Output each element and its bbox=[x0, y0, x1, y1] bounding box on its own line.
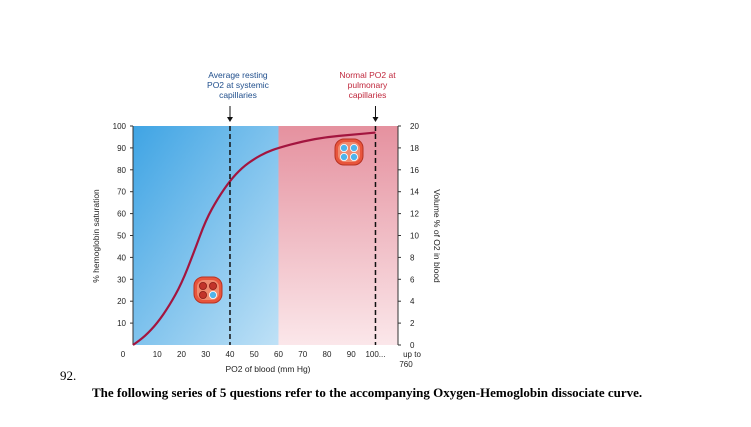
y2-tick-label: 20 bbox=[410, 122, 419, 131]
saturation-curve bbox=[132, 131, 376, 346]
marker-label: capillaries bbox=[349, 90, 387, 100]
y-tick-label: 90 bbox=[117, 144, 126, 153]
axes: 10 20 30 40 50 60 70 80 90 100 0 2 4 6 8 10 12 14 16 18 20 0 1… bbox=[113, 122, 422, 369]
y2-tick-label: 8 bbox=[410, 253, 415, 262]
y2-tick-label: 16 bbox=[410, 166, 419, 175]
y-tick-label: 40 bbox=[117, 253, 126, 262]
x-tick-label: 70 bbox=[298, 350, 307, 359]
y2-tick-label: 2 bbox=[410, 319, 415, 328]
heme-site bbox=[208, 281, 217, 290]
rbc-low-saturation bbox=[193, 276, 223, 304]
y2-tick-label: 12 bbox=[410, 210, 419, 219]
heme-site bbox=[198, 290, 207, 299]
y-tick-label: 10 bbox=[117, 319, 126, 328]
marker-label: PO2 at systemic bbox=[207, 80, 270, 90]
rbc-high-saturation bbox=[334, 138, 364, 166]
marker-arrow-head bbox=[226, 117, 233, 122]
x-tick-label: 90 bbox=[347, 350, 356, 359]
y-tick-label: 50 bbox=[117, 232, 126, 241]
y2-tick-label: 4 bbox=[410, 297, 415, 306]
y2-axis-title: Volume % of O2 in blood bbox=[432, 189, 442, 283]
heme-site bbox=[208, 290, 217, 299]
heme-site bbox=[349, 143, 358, 152]
heme-site bbox=[198, 281, 207, 290]
x-tick-label: 30 bbox=[201, 350, 210, 359]
curve-layer bbox=[132, 131, 376, 346]
x-tick-label: 10 bbox=[153, 350, 162, 359]
marker-label: Normal PO2 at bbox=[339, 70, 396, 80]
y-axis-title: % hemoglobin saturation bbox=[91, 189, 101, 283]
x-tick-extra-label: 760 bbox=[399, 360, 413, 369]
marker-arrow-head bbox=[372, 117, 379, 122]
y2-tick-label: 6 bbox=[410, 275, 415, 284]
x-tick-extra-label: up to bbox=[403, 350, 421, 359]
question-number: 92. bbox=[60, 368, 77, 383]
heme-site bbox=[349, 152, 358, 161]
y2-tick-label: 14 bbox=[410, 188, 419, 197]
x-tick-label: 50 bbox=[250, 350, 259, 359]
red-blood-cells bbox=[193, 138, 364, 304]
y2-tick-label: 10 bbox=[410, 232, 419, 241]
x-tick-label: 100... bbox=[365, 350, 385, 359]
y-tick-label: 20 bbox=[117, 297, 126, 306]
question-text: The following series of 5 questions refe… bbox=[92, 385, 643, 400]
x-tick-label: 80 bbox=[323, 350, 332, 359]
y2-tick-label: 0 bbox=[410, 341, 415, 350]
y-tick-label: 80 bbox=[117, 166, 126, 175]
y-tick-label: 60 bbox=[117, 210, 126, 219]
x-tick-label: 40 bbox=[226, 350, 235, 359]
x-tick-label: 0 bbox=[121, 350, 126, 359]
y-tick-label: 70 bbox=[117, 188, 126, 197]
region-systemic bbox=[133, 126, 279, 345]
y-tick-label: 100 bbox=[113, 122, 127, 131]
y-tick-label: 30 bbox=[117, 275, 126, 284]
heme-site bbox=[339, 152, 348, 161]
labels-layer: PO2 of blood (mm Hg) % hemoglobin saturat… bbox=[91, 189, 442, 374]
marker-label: Average resting bbox=[208, 70, 268, 80]
x-tick-label: 20 bbox=[177, 350, 186, 359]
marker-label: capillaries bbox=[219, 90, 257, 100]
marker-label: pulmonary bbox=[348, 80, 388, 90]
y2-tick-label: 18 bbox=[410, 144, 419, 153]
x-tick-label: 60 bbox=[274, 350, 283, 359]
x-axis-title: PO2 of blood (mm Hg) bbox=[225, 364, 310, 374]
heme-site bbox=[339, 143, 348, 152]
